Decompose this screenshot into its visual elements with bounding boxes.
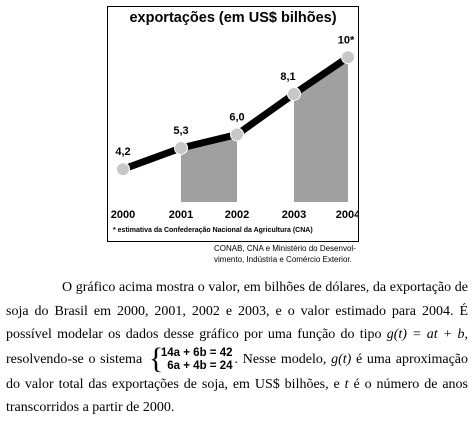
shaded-area-0	[181, 134, 237, 202]
equation-system: { 14a + 6b = 42 6a + 4b = 24	[148, 341, 233, 375]
chart-footnote: * estimativa da Confederação Nacional da…	[113, 227, 313, 234]
question-text: O gráfico acima mostra o valor, em bilhõ…	[6, 276, 468, 420]
data-label-2003: 8,1	[280, 71, 295, 83]
x-tick-label-2003: 2003	[282, 209, 306, 221]
data-point-2003	[287, 86, 301, 101]
source-citation: CONAB, CNA e Ministério do Desenvol- vim…	[214, 244, 364, 265]
formula: g(t) = at + b	[386, 327, 465, 342]
x-tick-label-2002: 2002	[225, 209, 249, 221]
x-tick-label-2001: 2001	[169, 209, 193, 221]
data-point-2000	[116, 162, 130, 177]
data-point-2004	[341, 50, 355, 65]
g-of-t: g(t)	[331, 351, 352, 367]
brace-icon: {	[148, 341, 164, 375]
data-label-2001: 5,3	[173, 125, 188, 137]
chart-title: exportações (em US$ bilhões)	[129, 10, 337, 26]
text-part-4: é uma aproximação do valor total das exp…	[6, 351, 469, 392]
t-variable: t	[344, 376, 349, 392]
text-part-2: , resolvendo-se o sistema	[6, 327, 468, 367]
text-part-1: O gráfico acima mostra o valor, em bilhõ…	[6, 280, 468, 342]
export-chart: 4,2 5,3 6,0 8,1 10* 2000 2001 2002 2003 2004	[111, 34, 359, 221]
equation-2: 6a + 4b = 24	[167, 359, 233, 372]
source-line-1: CONAB, CNA e Ministério do Desenvol-	[214, 244, 356, 253]
text-part-3: . Nesse modelo,	[234, 351, 327, 367]
x-tick-label-2004: 2004	[336, 209, 359, 221]
shaded-area-1	[294, 57, 348, 203]
data-point-2002	[230, 127, 244, 142]
text-part-5: é o número de anos transcorridos a parti…	[6, 376, 469, 416]
data-label-2004: 10*	[338, 34, 355, 46]
data-label-2000: 4,2	[115, 146, 130, 158]
equation-1: 14a + 6b = 42	[160, 346, 233, 359]
source-line-2: vimento, Indústria e Comércio Exterior.	[214, 254, 352, 264]
data-label-2002: 6,0	[229, 111, 244, 123]
x-tick-label-2000: 2000	[111, 209, 135, 221]
data-point-2001	[174, 140, 188, 155]
